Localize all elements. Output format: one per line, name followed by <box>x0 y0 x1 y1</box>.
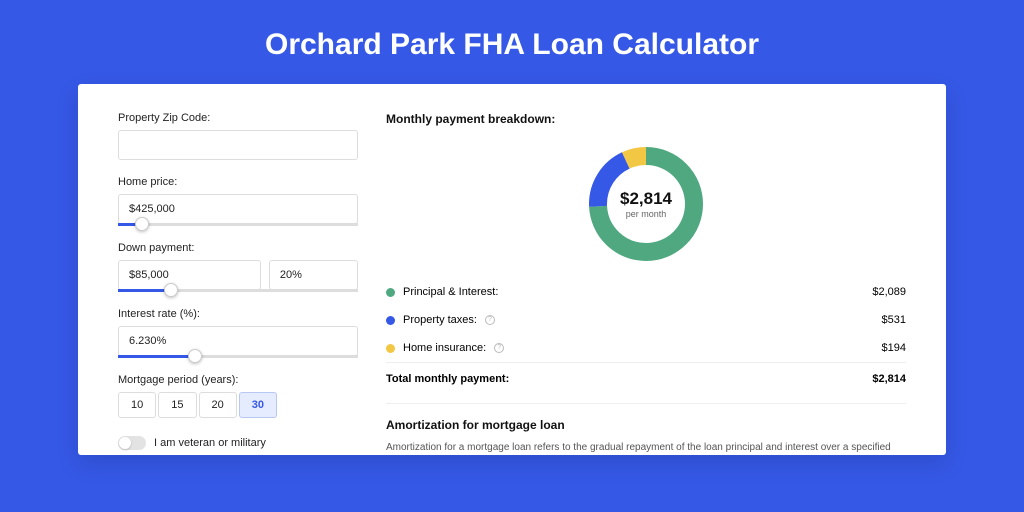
dot-tax <box>386 316 395 325</box>
legend-value-ins: $194 <box>882 342 906 354</box>
period-btn-10[interactable]: 10 <box>118 392 156 418</box>
legend-row-pi: Principal & Interest: $2,089 <box>386 278 906 306</box>
amortization-title: Amortization for mortgage loan <box>386 418 906 432</box>
down-payment-pct-input[interactable] <box>269 260 358 290</box>
interest-slider-fill <box>118 355 195 358</box>
period-btn-30[interactable]: 30 <box>239 392 277 418</box>
legend-row-total: Total monthly payment: $2,814 <box>386 362 906 393</box>
donut-center: $2,814 per month <box>586 144 706 264</box>
period-options: 10 15 20 30 <box>118 392 358 418</box>
breakdown-title: Monthly payment breakdown: <box>386 112 906 126</box>
dot-ins <box>386 344 395 353</box>
amortization-text: Amortization for a mortgage loan refers … <box>386 440 906 455</box>
total-label: Total monthly payment: <box>386 373 509 385</box>
down-payment-input[interactable] <box>118 260 261 290</box>
veteran-row: I am veteran or military <box>118 436 358 450</box>
home-price-input[interactable] <box>118 194 358 224</box>
interest-group: Interest rate (%): <box>118 308 358 358</box>
zip-input[interactable] <box>118 130 358 160</box>
legend-row-ins: Home insurance: ? $194 <box>386 334 906 362</box>
page-title: Orchard Park FHA Loan Calculator <box>0 0 1024 84</box>
dot-pi <box>386 288 395 297</box>
legend-value-pi: $2,089 <box>872 286 906 298</box>
veteran-label: I am veteran or military <box>154 437 266 449</box>
interest-slider-thumb[interactable] <box>188 349 202 363</box>
breakdown-column: Monthly payment breakdown: $2,814 per mo… <box>386 112 906 455</box>
interest-slider[interactable] <box>118 355 358 358</box>
period-btn-20[interactable]: 20 <box>199 392 237 418</box>
interest-label: Interest rate (%): <box>118 308 358 320</box>
total-value: $2,814 <box>872 373 906 385</box>
veteran-toggle[interactable] <box>118 436 146 450</box>
home-price-label: Home price: <box>118 176 358 188</box>
donut-amount: $2,814 <box>620 189 672 209</box>
period-label: Mortgage period (years): <box>118 374 358 386</box>
zip-field-group: Property Zip Code: <box>118 112 358 160</box>
legend-row-tax: Property taxes: ? $531 <box>386 306 906 334</box>
period-group: Mortgage period (years): 10 15 20 30 <box>118 374 358 418</box>
calculator-panel: Property Zip Code: Home price: Down paym… <box>78 84 946 455</box>
info-icon-ins[interactable]: ? <box>494 343 504 353</box>
home-price-group: Home price: <box>118 176 358 226</box>
legend-label-tax: Property taxes: <box>403 314 477 326</box>
donut-chart: $2,814 per month <box>586 144 706 264</box>
legend-label-ins: Home insurance: <box>403 342 486 354</box>
legend-value-tax: $531 <box>882 314 906 326</box>
zip-label: Property Zip Code: <box>118 112 358 124</box>
amortization-section: Amortization for mortgage loan Amortizat… <box>386 403 906 455</box>
down-payment-label: Down payment: <box>118 242 358 254</box>
home-price-slider[interactable] <box>118 223 358 226</box>
period-btn-15[interactable]: 15 <box>158 392 196 418</box>
legend-label-pi: Principal & Interest: <box>403 286 498 298</box>
interest-input[interactable] <box>118 326 358 356</box>
donut-sub: per month <box>626 209 667 219</box>
home-price-slider-thumb[interactable] <box>135 217 149 231</box>
down-payment-group: Down payment: <box>118 242 358 292</box>
down-payment-slider[interactable] <box>118 289 358 292</box>
donut-chart-wrap: $2,814 per month <box>386 136 906 278</box>
info-icon-tax[interactable]: ? <box>485 315 495 325</box>
down-payment-slider-thumb[interactable] <box>164 283 178 297</box>
form-column: Property Zip Code: Home price: Down paym… <box>118 112 358 455</box>
